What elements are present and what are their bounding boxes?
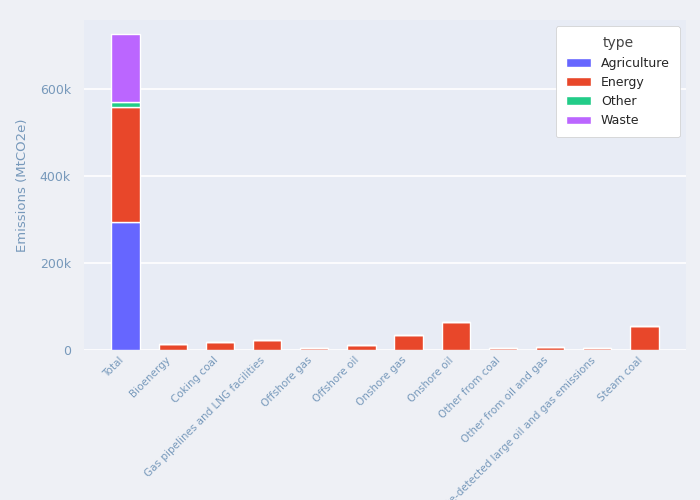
Y-axis label: Emissions (MtCO2e): Emissions (MtCO2e): [15, 118, 29, 252]
Bar: [111, 102, 140, 107]
Bar: [111, 222, 140, 350]
Bar: [583, 348, 612, 350]
Bar: [394, 335, 423, 350]
Bar: [111, 107, 140, 222]
Bar: [206, 342, 234, 350]
Bar: [300, 348, 328, 350]
Bar: [489, 348, 517, 350]
Bar: [158, 344, 187, 350]
Bar: [347, 345, 376, 350]
Bar: [442, 322, 470, 350]
Bar: [253, 340, 281, 350]
Bar: [536, 346, 564, 350]
Bar: [111, 34, 140, 102]
Bar: [630, 326, 659, 350]
Legend: Agriculture, Energy, Other, Waste: Agriculture, Energy, Other, Waste: [556, 26, 680, 137]
